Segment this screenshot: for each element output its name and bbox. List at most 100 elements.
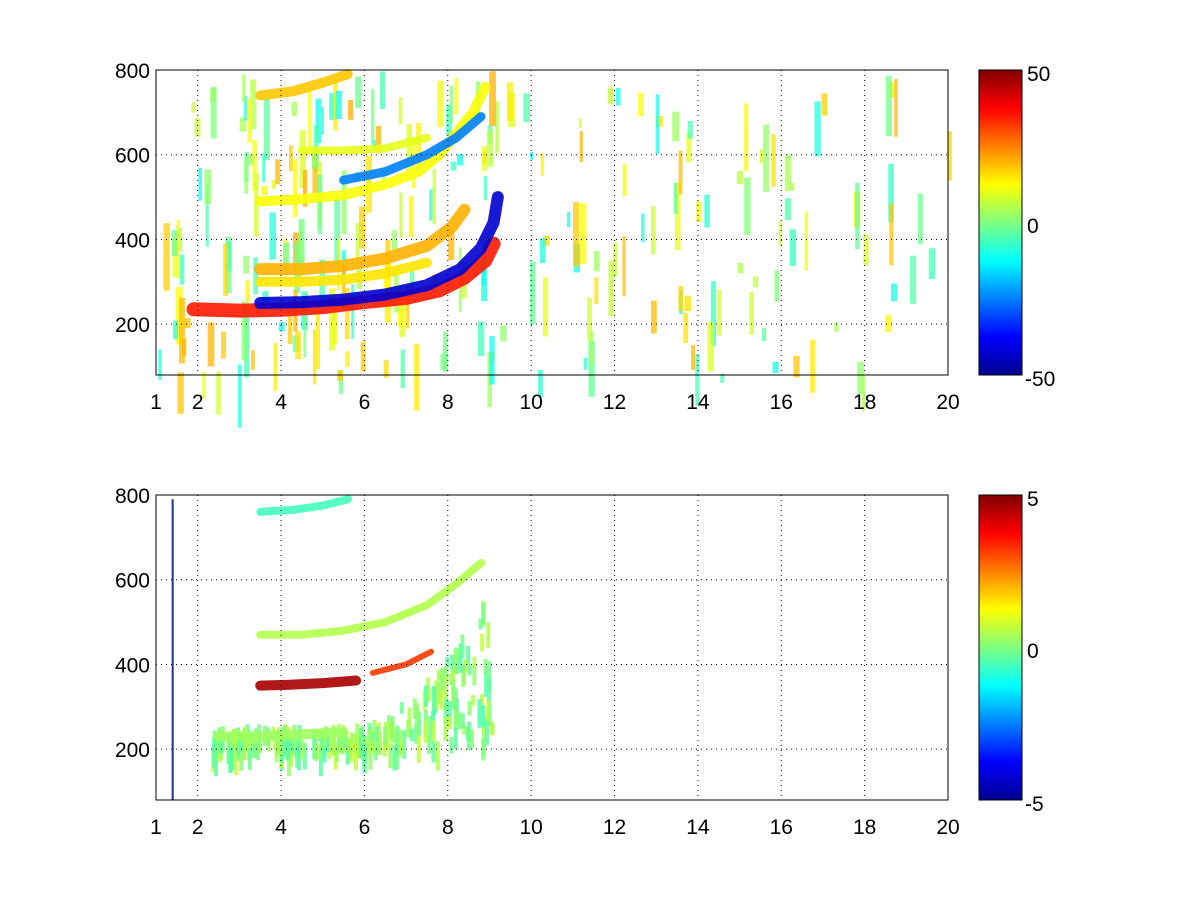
- heat-cell: [250, 79, 257, 130]
- heat-cell: [317, 174, 323, 235]
- heat-cell: [467, 700, 472, 716]
- top-colorbar: 50 0 -50: [978, 63, 1055, 391]
- heat-cell: [789, 229, 797, 267]
- y-tick-label: 200: [115, 739, 150, 762]
- heat-cell: [456, 648, 461, 661]
- heat-cell: [641, 213, 645, 243]
- x-tick-label: 4: [275, 391, 287, 414]
- heat-cell: [683, 312, 689, 343]
- heat-cell: [885, 315, 892, 333]
- heat-cell: [302, 169, 308, 207]
- heat-cell: [276, 730, 281, 754]
- heat-cell: [202, 371, 206, 399]
- heat-cell: [410, 728, 415, 742]
- heat-cell: [313, 742, 318, 762]
- heat-cell: [686, 132, 692, 163]
- heat-cell: [334, 742, 339, 762]
- bottom-colorbar-gradient: [978, 494, 1023, 801]
- heat-cell: [678, 286, 684, 312]
- heat-cell: [397, 287, 403, 327]
- heat-cell: [389, 720, 394, 739]
- heat-cell: [489, 71, 496, 127]
- heat-cell: [291, 101, 297, 117]
- heat-cell: [371, 741, 376, 754]
- x-tick-label: 10: [519, 816, 542, 839]
- heat-track-6: [255, 69, 353, 101]
- heat-cell: [243, 96, 247, 121]
- heat-cell: [438, 673, 443, 697]
- heat-cell: [650, 206, 656, 255]
- heat-cell: [245, 279, 250, 303]
- heat-cell: [334, 197, 341, 264]
- heat-cell: [299, 130, 306, 189]
- heat-cell: [176, 220, 181, 279]
- heat-cell: [443, 703, 448, 724]
- heat-cell: [458, 643, 463, 673]
- y-tick-label: 800: [115, 485, 150, 508]
- top-x-tick-labels: 1 2 4 6 8 10 12 14 16 18 20: [150, 391, 960, 414]
- bottom-colorbar-min: -5: [1025, 793, 1044, 816]
- heat-cell: [590, 330, 594, 365]
- heat-cell: [429, 189, 433, 221]
- heat-cell: [326, 736, 331, 753]
- heat-cell: [588, 340, 595, 397]
- heat-cell: [481, 738, 486, 761]
- heat-cell: [447, 701, 452, 725]
- heat-cell: [889, 203, 894, 266]
- heat-cell: [416, 735, 421, 763]
- heat-cell: [890, 283, 898, 302]
- heat-cell: [784, 198, 791, 221]
- heat-cell: [470, 695, 475, 706]
- heat-cell: [863, 234, 869, 266]
- heat-cell: [271, 179, 277, 189]
- y-tick-label: 400: [115, 654, 150, 677]
- x-tick-label: 12: [603, 391, 626, 414]
- heat-cell: [338, 369, 344, 395]
- heat-cell: [814, 101, 821, 157]
- heat-cell: [744, 177, 751, 235]
- heat-cell: [308, 90, 312, 150]
- heat-cell: [486, 678, 491, 705]
- heat-cell: [655, 94, 659, 154]
- top-y-tick-labels: 200 400 600 800: [115, 60, 150, 337]
- heat-cell: [355, 723, 360, 746]
- heat-cell: [398, 97, 403, 125]
- heat-cell: [341, 265, 346, 311]
- heat-cell: [487, 661, 492, 691]
- heat-cell: [383, 726, 388, 745]
- heat-cell: [716, 289, 722, 336]
- heat-track-4: [255, 81, 491, 207]
- heat-cell: [395, 725, 400, 756]
- heat-cell: [258, 742, 263, 754]
- heat-cell: [266, 737, 271, 752]
- heat-cell: [351, 733, 356, 750]
- heat-cell: [744, 103, 749, 172]
- heat-cell: [315, 306, 320, 370]
- top-grid: [156, 70, 948, 375]
- heat-cell: [483, 151, 487, 164]
- heat-cell: [256, 736, 261, 753]
- heat-cell: [587, 297, 593, 342]
- y-tick-label: 800: [115, 60, 150, 83]
- x-tick-label: 4: [275, 816, 287, 839]
- heat-cell: [416, 123, 421, 169]
- heat-cell: [400, 349, 405, 389]
- heat-cell: [480, 633, 485, 652]
- heat-cell: [354, 735, 359, 755]
- heat-cell: [395, 744, 400, 770]
- heat-cell: [179, 254, 185, 285]
- heat-cell: [216, 738, 221, 754]
- heat-cell: [340, 736, 345, 755]
- heat-cell: [484, 670, 489, 698]
- heat-cell: [862, 374, 866, 411]
- heat-cell: [344, 287, 350, 340]
- heat-cell: [343, 732, 348, 748]
- x-tick-label: 8: [442, 816, 454, 839]
- heat-cell: [443, 717, 448, 741]
- heat-cell: [241, 301, 248, 360]
- heat-cell: [178, 297, 185, 364]
- heat-cell: [274, 746, 279, 763]
- heat-cell: [704, 194, 710, 228]
- heat-cell: [158, 349, 162, 380]
- heat-cell: [399, 192, 403, 239]
